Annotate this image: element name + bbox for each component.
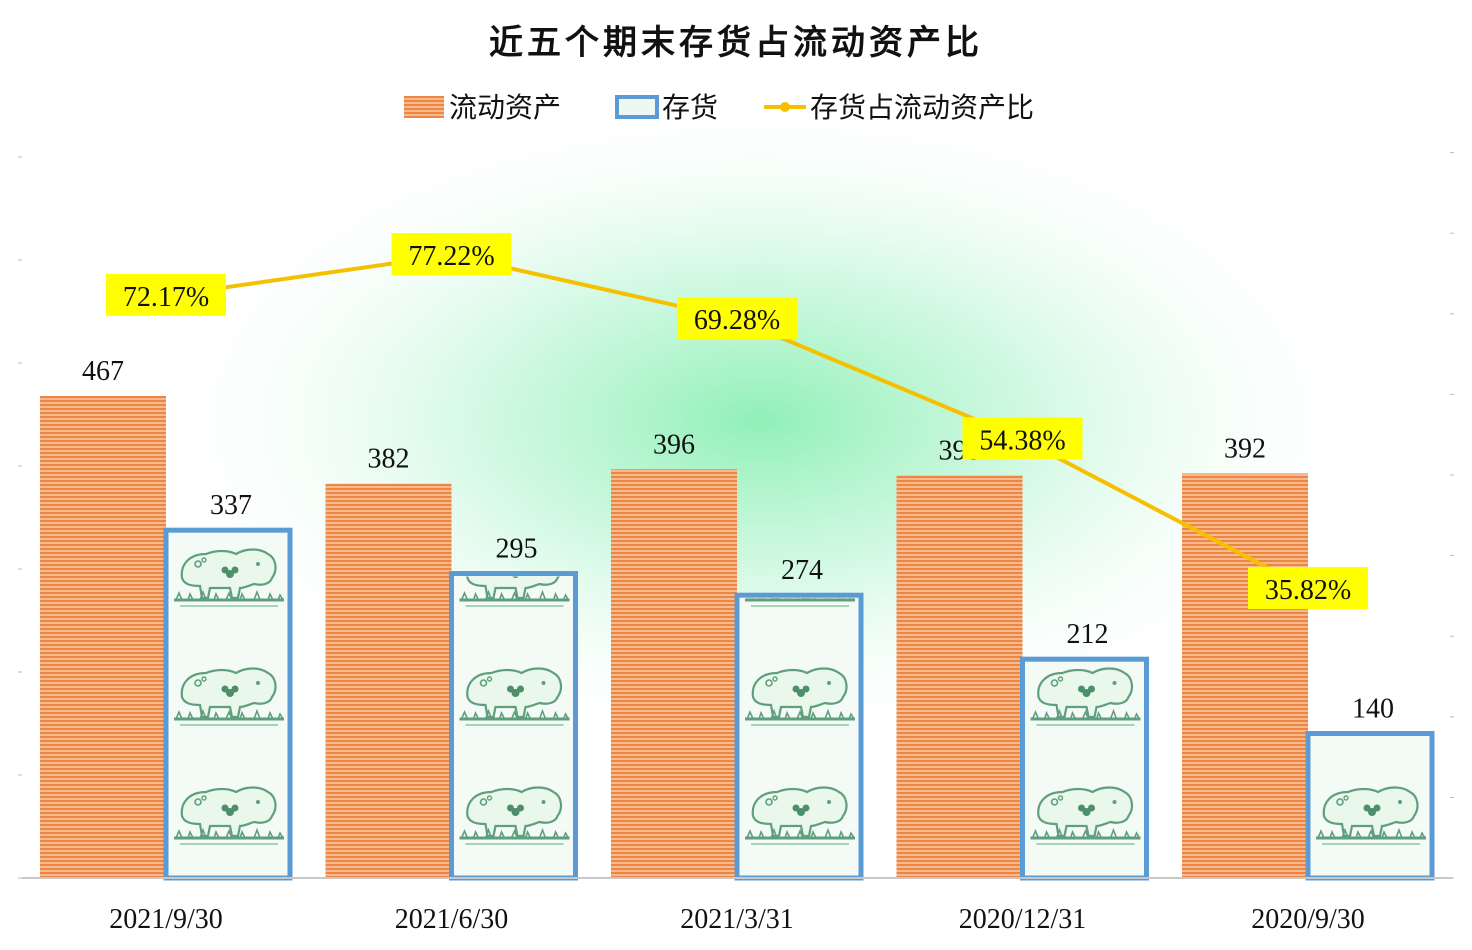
label-inventory: 295 bbox=[496, 534, 538, 565]
label-assets: 467 bbox=[82, 356, 124, 387]
bar-assets bbox=[325, 483, 452, 878]
legend-marker-ratio bbox=[780, 102, 790, 112]
bar-inventory bbox=[734, 592, 864, 881]
ratio-label-box bbox=[1248, 567, 1368, 610]
legend-swatch-assets bbox=[404, 96, 444, 118]
x-tick-label: 2020/9/30 bbox=[1251, 904, 1365, 935]
label-inventory: 212 bbox=[1067, 619, 1109, 650]
x-tick-label: 2021/3/31 bbox=[680, 904, 794, 935]
ratio-line-layer: 72.17% 77.22% 69.28% 54.38% 35.82% bbox=[106, 233, 1368, 610]
legend: 流动资产 存货 存货占流动资产比 bbox=[404, 91, 1034, 124]
label-inventory: 140 bbox=[1352, 694, 1394, 725]
legend-swatch-inventory bbox=[615, 95, 659, 119]
legend-label-ratio: 存货占流动资产比 bbox=[810, 91, 1034, 124]
bar-assets bbox=[40, 396, 166, 878]
x-axis-labels: 2021/9/30 2021/6/30 2021/3/31 2020/12/31 202… bbox=[109, 904, 1365, 935]
legend-label-inventory: 存货 bbox=[662, 91, 718, 124]
ratio-label: 69.28% bbox=[694, 305, 780, 336]
ratio-label-box bbox=[106, 273, 226, 316]
ratio-label: 35.82% bbox=[1265, 575, 1351, 606]
label-assets: 396 bbox=[653, 429, 695, 460]
label-assets: 382 bbox=[368, 444, 410, 475]
label-inventory: 274 bbox=[781, 555, 823, 586]
chart-title: 近五个期末存货占流动资产比 bbox=[489, 23, 983, 63]
x-tick-label: 2021/6/30 bbox=[395, 904, 509, 935]
ratio-label-box bbox=[962, 417, 1083, 460]
bar-assets bbox=[611, 469, 737, 878]
bar-assets bbox=[896, 475, 1023, 878]
ratio-label: 72.17% bbox=[123, 282, 209, 313]
x-tick-label: 2021/9/30 bbox=[109, 904, 223, 935]
x-tick-label: 2020/12/31 bbox=[959, 904, 1087, 935]
bar-assets bbox=[1182, 473, 1308, 878]
label-inventory: 337 bbox=[210, 490, 252, 521]
ratio-label-box bbox=[677, 297, 797, 340]
legend-label-assets: 流动资产 bbox=[449, 91, 561, 124]
ratio-label: 54.38% bbox=[979, 425, 1065, 456]
label-assets: 392 bbox=[1224, 433, 1266, 464]
ratio-label: 77.22% bbox=[408, 241, 494, 272]
ratio-label-box bbox=[391, 233, 512, 276]
